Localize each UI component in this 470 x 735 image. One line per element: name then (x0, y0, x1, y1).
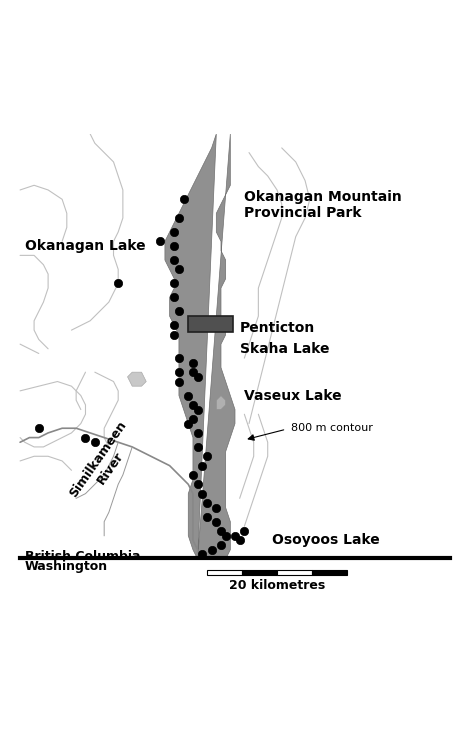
Text: Skaha Lake: Skaha Lake (240, 342, 329, 356)
Text: Osoyoos Lake: Osoyoos Lake (273, 534, 380, 548)
Text: Okanagan Lake: Okanagan Lake (25, 239, 145, 253)
Text: Vaseux Lake: Vaseux Lake (244, 389, 342, 403)
Text: Penticton: Penticton (240, 320, 315, 334)
Bar (207, 570, 242, 576)
Bar (242, 570, 277, 576)
Bar (188, 316, 233, 332)
Text: 800 m contour: 800 m contour (291, 423, 373, 433)
Text: British Columbia: British Columbia (25, 550, 140, 563)
Polygon shape (165, 134, 235, 559)
Text: 20 kilometres: 20 kilometres (229, 579, 325, 592)
Text: Washington: Washington (25, 560, 108, 573)
Text: Similkameen
River: Similkameen River (67, 418, 141, 508)
Text: Okanagan Mountain
Provincial Park: Okanagan Mountain Provincial Park (244, 190, 402, 220)
Bar (312, 570, 347, 576)
Polygon shape (216, 395, 226, 409)
Bar (277, 570, 312, 576)
Polygon shape (127, 372, 146, 386)
